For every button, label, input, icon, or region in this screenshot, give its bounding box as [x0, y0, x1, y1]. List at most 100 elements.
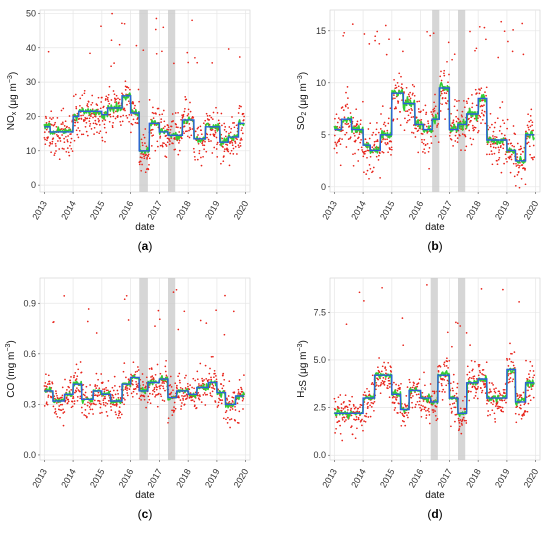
data-point — [62, 107, 65, 110]
data-point — [181, 114, 183, 117]
data-point — [341, 439, 344, 442]
data-point — [169, 375, 172, 378]
y-axis-title-unit: (μg m — [298, 351, 309, 380]
data-point — [77, 136, 80, 139]
data-point — [399, 111, 401, 113]
data-point — [211, 390, 214, 393]
data-point — [402, 344, 405, 347]
data-point — [95, 332, 98, 334]
data-point — [336, 421, 339, 423]
data-point — [508, 139, 511, 141]
data-point — [170, 386, 173, 388]
data-point — [470, 377, 473, 380]
x-tick-label: 2018 — [464, 199, 483, 221]
data-point — [210, 376, 212, 379]
data-point — [128, 120, 130, 123]
data-point — [172, 411, 175, 413]
data-point — [363, 420, 365, 422]
data-point — [186, 114, 189, 117]
data-point — [222, 160, 225, 163]
data-point — [49, 141, 51, 144]
data-point — [76, 387, 78, 389]
data-point — [420, 409, 422, 412]
data-point — [231, 408, 234, 410]
data-point — [483, 114, 485, 117]
data-point — [458, 419, 460, 422]
data-point — [48, 120, 51, 123]
data-point — [378, 357, 380, 359]
data-point — [60, 109, 63, 112]
data-point — [205, 322, 208, 324]
data-point — [516, 174, 519, 176]
data-point — [135, 386, 138, 388]
data-point — [414, 406, 417, 408]
data-point — [155, 17, 158, 20]
data-point — [163, 382, 165, 384]
data-point — [446, 60, 448, 63]
data-point — [532, 376, 534, 379]
data-point — [505, 401, 507, 404]
data-point — [499, 106, 501, 109]
data-point — [440, 382, 443, 385]
data-point — [372, 402, 375, 405]
data-point — [362, 155, 365, 158]
data-point — [166, 141, 169, 144]
data-point — [443, 363, 445, 366]
data-point — [478, 25, 481, 28]
data-point — [81, 94, 84, 97]
data-point — [445, 92, 448, 95]
data-point — [338, 407, 340, 409]
data-point — [488, 382, 491, 384]
data-point — [221, 387, 224, 390]
data-point — [341, 138, 343, 140]
data-point — [452, 381, 455, 383]
data-point — [173, 136, 176, 139]
data-point — [201, 141, 204, 144]
data-point — [421, 391, 424, 394]
data-point — [384, 138, 386, 141]
data-point — [147, 395, 150, 398]
data-point — [418, 100, 421, 103]
data-point — [229, 409, 232, 411]
data-point — [425, 417, 428, 419]
data-point — [417, 108, 420, 110]
data-point — [411, 131, 413, 134]
data-point — [184, 107, 186, 110]
data-point — [210, 355, 213, 358]
data-point — [65, 150, 68, 153]
data-point — [234, 419, 237, 422]
data-point — [125, 387, 127, 389]
data-point — [179, 381, 181, 384]
data-point — [56, 394, 58, 397]
data-point — [54, 121, 57, 124]
data-point — [364, 152, 366, 155]
data-point — [465, 419, 467, 422]
data-point — [397, 85, 400, 88]
data-point — [518, 413, 520, 416]
data-point — [112, 394, 114, 397]
data-point — [52, 321, 55, 323]
data-point — [83, 89, 86, 92]
data-point — [228, 132, 230, 135]
data-point — [347, 122, 350, 125]
data-point — [432, 110, 435, 113]
data-point — [100, 101, 103, 103]
data-point — [226, 397, 228, 400]
data-point — [384, 142, 387, 144]
data-point — [336, 141, 339, 144]
data-point — [189, 384, 191, 386]
y-axis-title-exponent: −3 — [5, 344, 12, 352]
data-point — [224, 411, 227, 414]
data-point — [88, 412, 90, 415]
data-point — [229, 131, 232, 134]
data-point — [500, 171, 503, 174]
data-point — [424, 395, 427, 398]
data-point — [90, 103, 93, 106]
data-point — [433, 101, 435, 104]
data-point — [182, 115, 185, 117]
data-point — [228, 164, 231, 167]
data-point — [120, 413, 123, 416]
data-point — [357, 407, 360, 410]
data-point — [198, 149, 201, 152]
data-point — [140, 152, 142, 155]
